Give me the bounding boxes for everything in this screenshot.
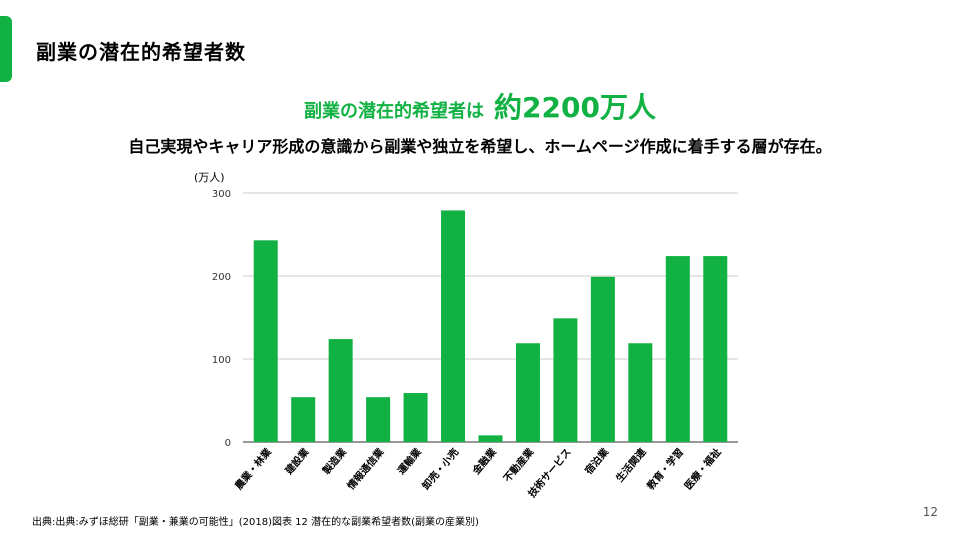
bar	[478, 435, 503, 442]
bar	[553, 318, 578, 442]
x-tick-label: 製造業	[319, 445, 350, 478]
x-tick-label: 運輸業	[395, 445, 425, 477]
page-number: 12	[922, 505, 938, 519]
y-tick-label: 100	[212, 355, 231, 366]
x-tick-label: 農業・林業	[232, 445, 275, 492]
headline: 副業の潜在的希望者は 約2200万人	[0, 86, 960, 126]
page-title: 副業の潜在的希望者数	[36, 40, 246, 64]
bar	[441, 210, 466, 442]
bar	[703, 256, 728, 442]
bar	[291, 397, 316, 442]
x-tick-label: 金融業	[469, 445, 500, 478]
y-axis-label: (万人)	[194, 171, 225, 184]
bar	[515, 343, 540, 442]
bar	[328, 339, 353, 442]
x-tick-label: 建設業	[282, 445, 313, 478]
bar	[590, 276, 615, 442]
accent-bar	[0, 16, 12, 82]
x-tick-label: 不動産業	[501, 445, 537, 485]
x-tick-label: 情報通信業	[344, 445, 387, 492]
x-tick-label: 教育・学習	[643, 446, 686, 493]
source-note: 出典:出典:みずほ総研「副業・兼業の可能性」(2018)図表 12 潜在的な副業…	[32, 517, 479, 528]
x-tick-label: 生活関連	[613, 445, 649, 485]
bar	[403, 393, 428, 442]
headline-value: 約2200万人	[494, 91, 656, 124]
bar	[628, 343, 653, 442]
x-tick-label: 卸売・小売	[419, 446, 461, 493]
y-tick-label: 200	[212, 272, 231, 283]
bar	[253, 240, 278, 442]
x-tick-label: 医療・福祉	[681, 446, 723, 493]
headline-lead: 副業の潜在的希望者は	[304, 101, 485, 122]
bar	[366, 397, 391, 442]
y-tick-label: 300	[212, 189, 231, 200]
bar	[665, 256, 690, 442]
x-tick-label: 宿泊業	[582, 445, 612, 477]
y-tick-label: 0	[225, 438, 231, 449]
subheading: 自己実現やキャリア形成の意識から副業や独立を希望し、ホームページ作成に着手する層…	[128, 137, 832, 156]
